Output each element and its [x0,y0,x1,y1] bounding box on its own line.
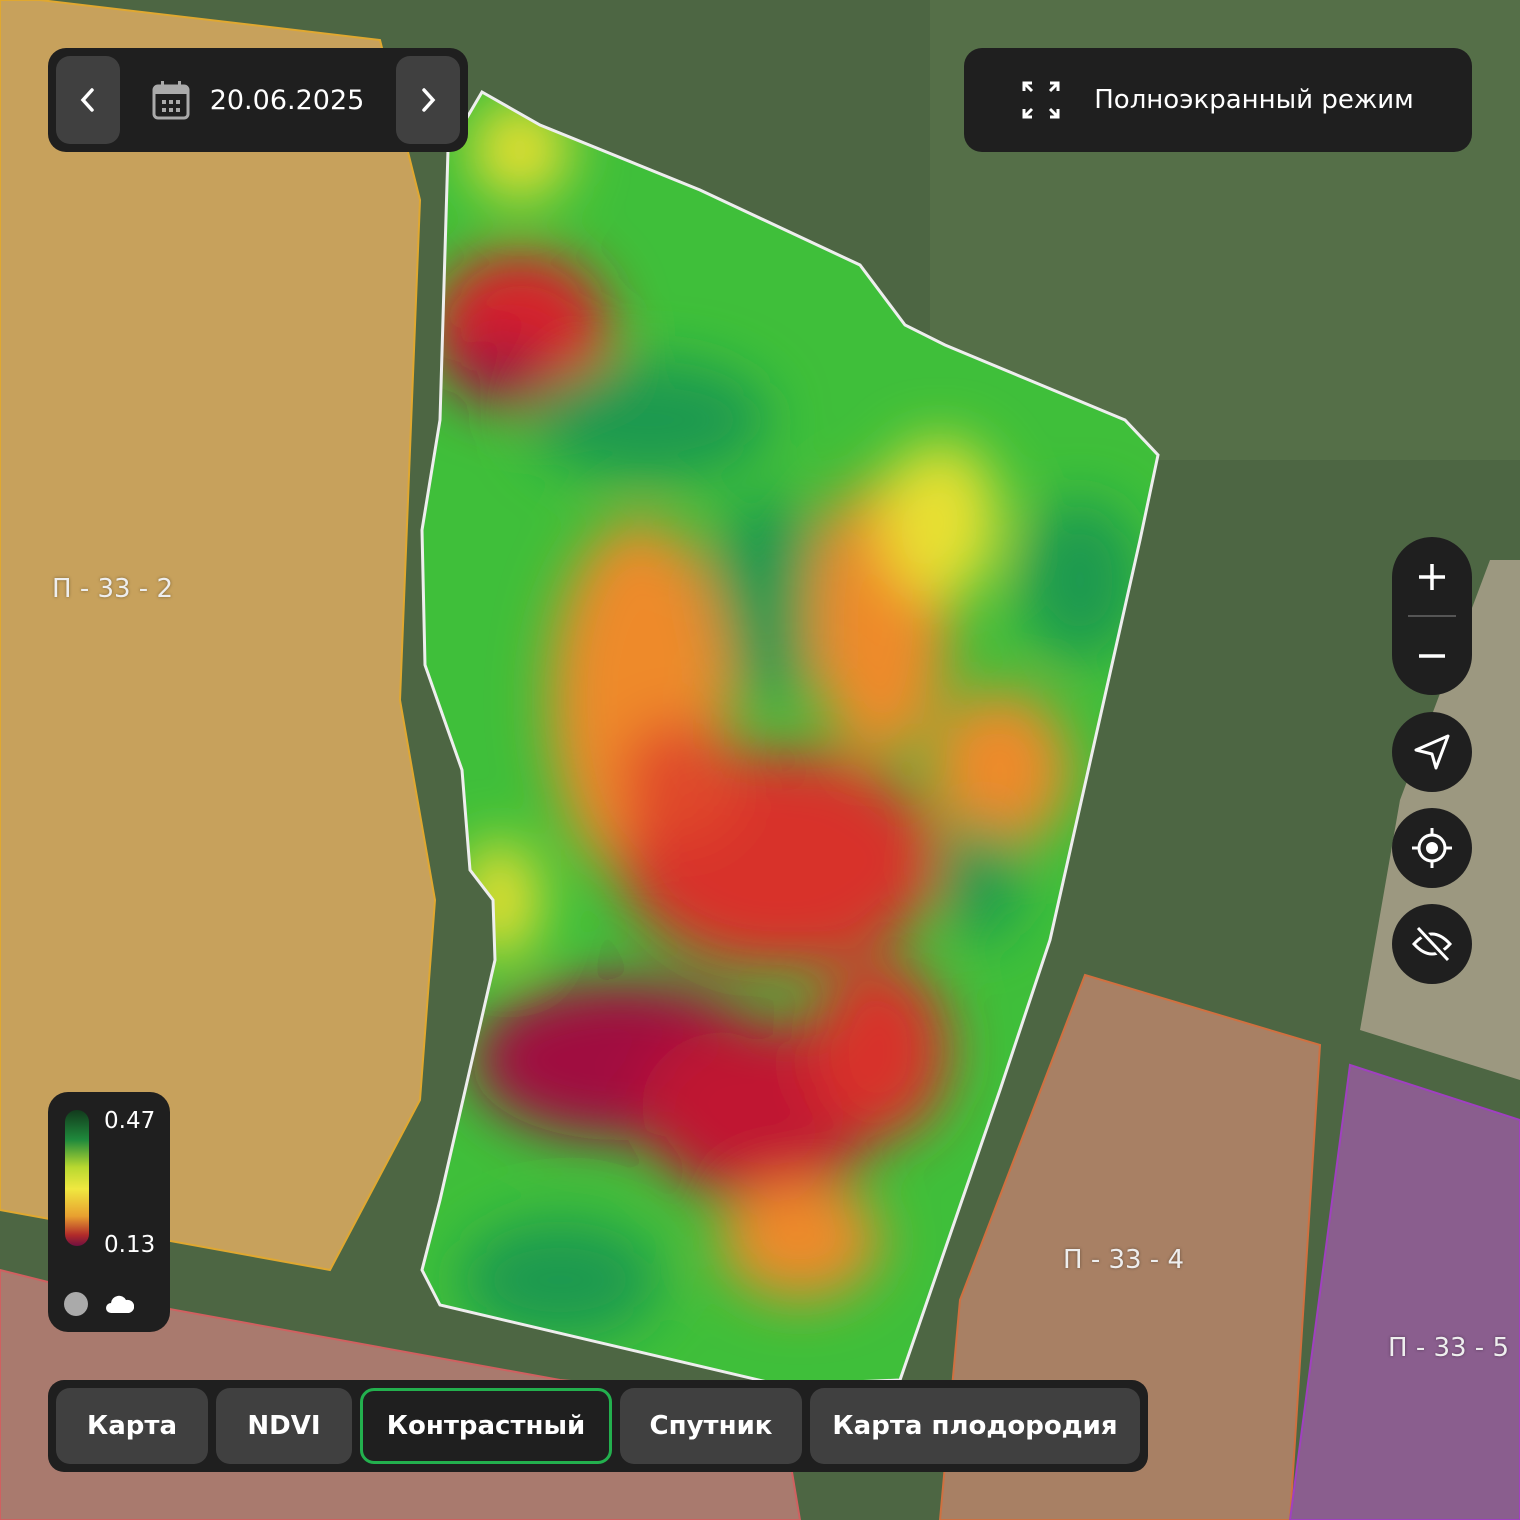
zoom-in-button[interactable] [1392,537,1472,616]
divider [1408,615,1456,617]
fullscreen-label: Полноэкранный режим [1094,85,1414,115]
zoom-control [1392,537,1472,695]
navigation-arrow-icon [1414,734,1450,770]
layer-tabs: Карта NDVI Контрастный Спутник Карта пло… [48,1380,1148,1472]
field-label: П - 33 - 2 [52,574,173,604]
field-label: П - 33 - 4 [1063,1245,1184,1275]
prev-date-button[interactable] [56,56,120,144]
chevron-right-icon [422,88,436,112]
tab-fertility-map[interactable]: Карта плодородия [810,1388,1140,1464]
crosshair-icon [1412,828,1452,868]
tab-contrast[interactable]: Контрастный [360,1388,612,1464]
legend-max: 0.47 [104,1108,156,1134]
plus-icon [1419,563,1445,590]
field-p33-5 [1288,1063,1520,1520]
cloud-icon[interactable] [106,1292,134,1314]
locate-button[interactable] [1392,808,1472,888]
hide-layer-button[interactable] [1392,904,1472,984]
minus-icon [1419,653,1445,658]
tab-ndvi[interactable]: NDVI [216,1388,352,1464]
field-p33-2 [0,0,437,1272]
color-scale [65,1110,89,1246]
legend-min: 0.13 [104,1232,156,1258]
field-label: П - 33 - 5 [1388,1333,1509,1363]
calendar-icon [152,81,190,120]
fullscreen-icon [1022,81,1060,119]
next-date-button[interactable] [396,56,460,144]
fullscreen-button[interactable]: Полноэкранный режим [964,48,1472,152]
chevron-left-icon [80,88,94,112]
tab-satellite[interactable]: Спутник [620,1388,802,1464]
ndvi-legend: 0.47 0.13 [48,1092,170,1332]
current-date: 20.06.2025 [209,84,365,116]
zoom-out-button[interactable] [1392,616,1472,695]
gray-circle-icon[interactable] [64,1292,88,1316]
tab-map[interactable]: Карта [56,1388,208,1464]
navigate-button[interactable] [1392,712,1472,792]
date-selector: 20.06.2025 [48,48,468,152]
eye-off-icon [1411,925,1453,963]
